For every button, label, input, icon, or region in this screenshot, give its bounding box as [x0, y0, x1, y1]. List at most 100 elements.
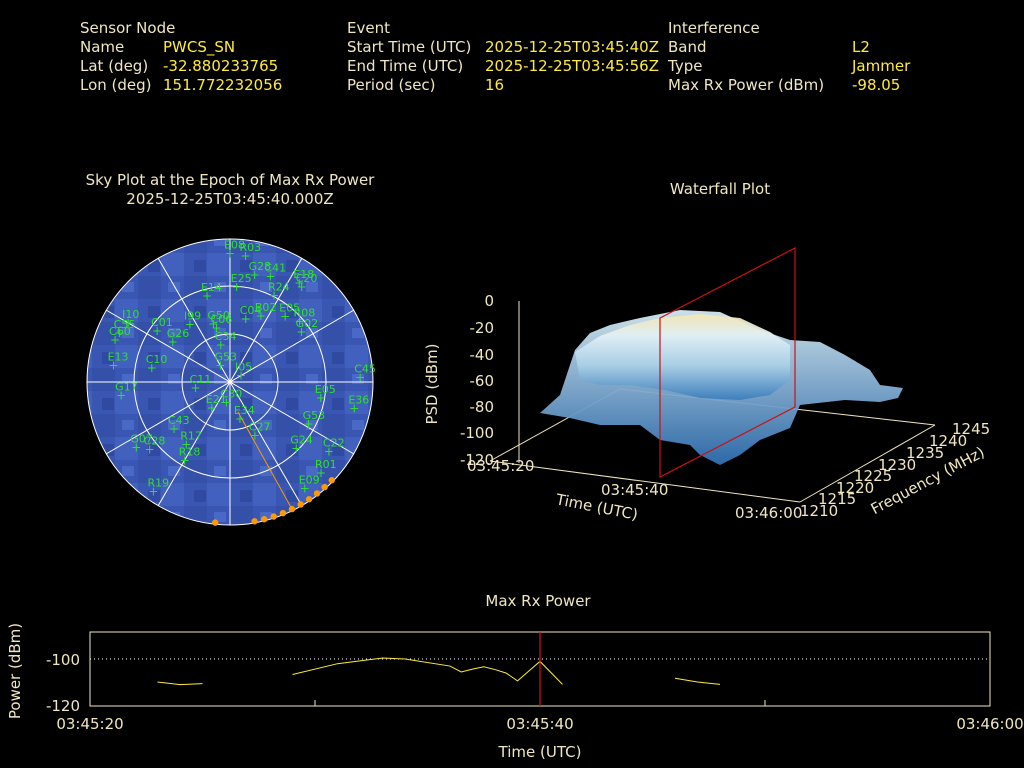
satellite-marker: +	[240, 249, 250, 263]
satellite-label: G02	[296, 317, 319, 330]
satellite-marker: +	[131, 441, 141, 455]
interference-power-value: -98.05	[852, 76, 901, 94]
satellite-label: R24	[268, 281, 290, 294]
psd-tick-2: -40	[470, 346, 495, 364]
psd-tick-4: -80	[470, 398, 495, 416]
satellite-markers: +E08+R03+G28+C41+E18+C20+E25+R24+E14+E05…	[108, 238, 376, 498]
satellite-marker: +	[297, 325, 307, 339]
satellite-label: C34	[215, 330, 237, 343]
event-end-label: End Time (UTC)	[347, 57, 464, 75]
jammer-bearing-line	[237, 411, 293, 510]
freq-tick-1225: 1225	[854, 467, 892, 485]
jammer-track-point	[270, 513, 277, 520]
event-end-value: 2025-12-25T03:45:56Z	[485, 57, 659, 75]
satellite-label: G26	[167, 327, 190, 340]
freq-tick-1235: 1235	[906, 444, 944, 462]
satellite-label: E34	[234, 404, 255, 417]
event-start-label: Start Time (UTC)	[347, 38, 472, 56]
satellite-label: G53	[214, 350, 237, 363]
freq-tick-1220: 1220	[836, 479, 874, 497]
satellite-label: G24	[290, 433, 313, 446]
satellite-marker: +	[180, 453, 190, 467]
satellite-marker: +	[148, 484, 158, 498]
satellite-label: R03	[239, 241, 261, 254]
jammer-track-point	[305, 496, 313, 503]
interference-type-value: Jammer	[852, 57, 911, 75]
satellite-marker: +	[250, 268, 260, 282]
satellite-marker: +	[300, 482, 310, 496]
satellite-label: E36	[348, 393, 369, 406]
satellite-marker: +	[212, 321, 222, 335]
power-x-tick-2: 03:46:00	[956, 715, 1023, 733]
satellite-marker: +	[147, 361, 157, 375]
event-title: Event	[347, 19, 390, 37]
satellite-marker: +	[265, 270, 275, 284]
sensor-lon-value: 151.772232056	[163, 76, 283, 94]
power-series-segment	[157, 681, 203, 686]
satellite-marker: +	[116, 388, 126, 402]
satellite-marker: +	[191, 381, 201, 395]
satellite-label: E18	[293, 268, 314, 281]
jammer-track-point	[321, 483, 328, 491]
waterfall-surface-peak	[575, 314, 790, 400]
satellite-marker: +	[235, 412, 245, 426]
satellite-label: G07	[130, 433, 153, 446]
satellite-marker: +	[304, 417, 314, 431]
psd-tick-3: -60	[470, 372, 495, 390]
satellite-label: C27	[249, 420, 271, 433]
satellite-marker: +	[225, 246, 235, 260]
satellite-label: E09	[299, 474, 320, 487]
satellite-marker: +	[152, 324, 162, 338]
sky-plot-grid	[86, 238, 374, 526]
satellite-label: C01	[151, 316, 173, 329]
satellite-marker: +	[208, 317, 218, 331]
satellite-label: R17	[180, 429, 202, 442]
power-series-segment	[292, 657, 563, 685]
sensor-name-value: PWCS_SN	[163, 38, 236, 56]
interference-type-label: Type	[668, 57, 703, 75]
max-power-epoch-plane	[659, 247, 796, 478]
power-series	[157, 657, 721, 686]
satellite-label: C04	[240, 304, 262, 317]
satellite-label: E08	[224, 238, 245, 251]
freq-tick-1240: 1240	[929, 432, 967, 450]
satellite-marker: +	[169, 422, 179, 436]
psd-tick-0: 0	[484, 292, 494, 310]
jammer-track-point	[288, 505, 296, 513]
satellite-marker: +	[294, 276, 304, 290]
waterfall-title: Waterfall Plot	[669, 180, 771, 198]
satellite-label: C43	[168, 414, 190, 427]
satellite-label: C60	[109, 325, 131, 338]
satellite-marker: +	[355, 370, 365, 384]
psd-tick-1: -20	[470, 319, 495, 337]
satellite-marker: +	[232, 280, 242, 294]
satellite-label: C06	[211, 313, 233, 326]
freq-tick-1230: 1230	[878, 456, 916, 474]
satellite-marker: +	[110, 333, 120, 347]
satellite-marker: +	[185, 318, 195, 332]
satellite-marker: +	[207, 401, 217, 415]
interference-band-label: Band	[668, 38, 707, 56]
satellite-marker: +	[280, 309, 290, 323]
satellite-label: C41	[264, 262, 286, 275]
satellite-marker: +	[250, 428, 260, 442]
satellite-label: G28	[249, 260, 272, 273]
satellite-label: E05	[279, 301, 300, 314]
jammer-track-point	[261, 516, 268, 523]
satellite-marker: +	[316, 391, 326, 405]
jammer-track-point	[279, 509, 287, 517]
satellite-label: G17	[115, 380, 138, 393]
satellite-marker: +	[215, 358, 225, 372]
satellite-label: C30	[220, 387, 242, 400]
interference-power-label: Max Rx Power (dBm)	[668, 76, 825, 94]
satellite-marker: +	[123, 316, 133, 330]
jammer-track-point	[297, 501, 304, 508]
sensor-lat-label: Lat (deg)	[80, 57, 149, 75]
satellite-marker: +	[181, 437, 191, 451]
jammer-track	[212, 411, 335, 526]
satellite-marker: +	[291, 441, 301, 455]
satellite-label: E25	[231, 272, 252, 285]
